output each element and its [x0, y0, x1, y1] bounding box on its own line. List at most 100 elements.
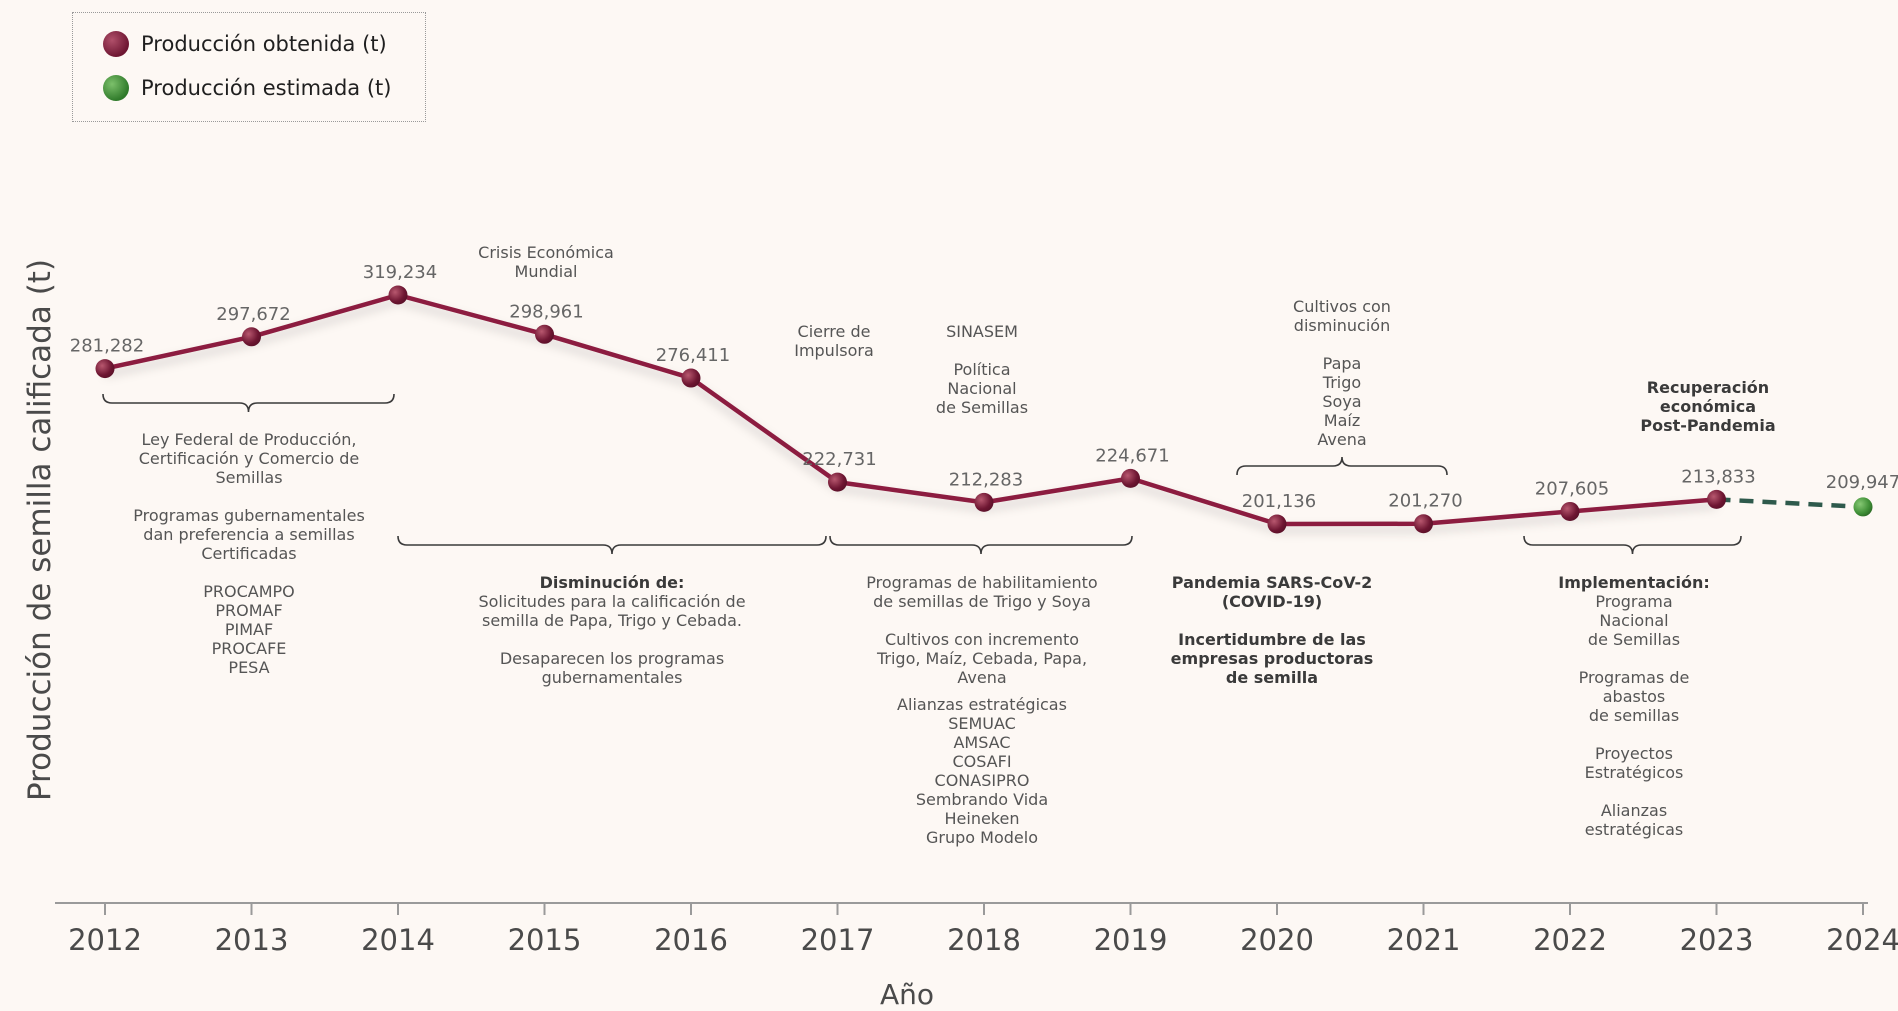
data-label-estimated: 209,947: [1826, 472, 1898, 493]
annotation-line: PIMAF: [224, 620, 274, 639]
data-label-obtained: 297,672: [216, 304, 290, 325]
annotation-line: [133, 563, 365, 582]
annotation-line: de semilla: [1225, 668, 1319, 687]
annotation-line: Programas de habilitamiento: [866, 573, 1098, 592]
x-tick-label: 2015: [508, 923, 582, 957]
annotation-line: de Semillas: [1587, 630, 1681, 649]
data-point-obtained: [1707, 489, 1726, 509]
annotation-line: Heineken: [944, 809, 1020, 828]
annotation-line: PESA: [228, 658, 270, 677]
data-label-obtained: 276,411: [656, 345, 730, 366]
x-tick-label: 2023: [1680, 923, 1754, 957]
x-tick-label: 2016: [654, 923, 728, 957]
data-point-obtained: [681, 368, 701, 388]
data-label-obtained: 222,731: [802, 449, 876, 470]
annotation-line: Desaparecen los programas: [499, 649, 725, 668]
brace: [397, 535, 827, 555]
brace: [829, 535, 1133, 555]
x-tick-label: 2014: [361, 923, 435, 957]
data-label-obtained: 212,283: [949, 469, 1023, 490]
data-point-obtained: [1414, 514, 1433, 534]
annotation-line: Impulsora: [794, 341, 874, 360]
annotation-line: Crisis Económica: [478, 243, 614, 262]
annotation-line: Cultivos con: [1293, 297, 1391, 316]
annotation-line: Avena: [1317, 430, 1367, 449]
data-point-obtained: [95, 359, 115, 379]
x-axis-title: Año: [879, 978, 935, 1011]
annotation-line: AMSAC: [953, 733, 1011, 752]
annotation-line: Soya: [1322, 392, 1362, 411]
annotation-line: Papa: [1322, 354, 1362, 373]
annotation-line: dan preferencia a semillas: [143, 525, 355, 544]
annotation-line: Ley Federal de Producción,: [141, 430, 357, 449]
brace: [1236, 456, 1448, 476]
annotation-line: disminución: [1293, 316, 1391, 335]
legend: Producción obtenida (t) Producción estim…: [72, 12, 426, 122]
data-point-obtained: [1560, 501, 1580, 521]
legend-item-estimated: Producción estimada (t): [103, 75, 391, 101]
annotation-line: [478, 630, 745, 649]
annotation-line: Certificación y Comercio de: [138, 449, 360, 468]
legend-item-obtained: Producción obtenida (t): [103, 31, 387, 57]
annotation-cierre: Cierre de Impulsora: [794, 322, 874, 360]
data-label-obtained: 319,234: [363, 262, 437, 283]
x-tick-label: 2022: [1533, 923, 1607, 957]
annotation-cultivos-dism: Cultivos con disminución Papa Trigo Soya Maíz…: [1293, 297, 1391, 449]
annotation-line: COSAFI: [952, 752, 1012, 771]
annotation-line: [1171, 611, 1374, 630]
data-point-obtained: [974, 492, 994, 512]
brace: [1523, 535, 1742, 555]
annotation-alianzas: Alianzas estratégicas SEMUAC AMSAC COSAFI CO…: [897, 695, 1067, 847]
annotation-line: Programas de: [1578, 668, 1690, 687]
annotation-line: Alianzas estratégicas: [897, 695, 1067, 714]
annotation-line: [1558, 725, 1710, 744]
annotation-line: Sembrando Vida: [915, 790, 1049, 809]
data-point-obtained: [388, 285, 408, 305]
annotation-line: Avena: [957, 668, 1007, 687]
annotation-line: semilla de Papa, Trigo y Cebada.: [481, 611, 742, 630]
series-line-estimated: [1716, 497, 1864, 510]
data-point-obtained: [535, 324, 554, 344]
data-label-obtained: 207,605: [1535, 478, 1609, 499]
data-point-obtained: [828, 472, 847, 492]
annotation-sinasem: SINASEM Política Nacional de Semillas: [936, 322, 1028, 417]
legend-label-obtained: Producción obtenida (t): [141, 32, 387, 56]
annotation-line: Grupo Modelo: [926, 828, 1038, 847]
annotation-line: Incertidumbre de las: [1178, 630, 1366, 649]
annotation-line: Alianzas: [1600, 801, 1668, 820]
annotation-line: estratégicas: [1584, 820, 1684, 839]
annotation-programas: Programas de habilitamiento de semillas d…: [866, 573, 1097, 687]
data-point-obtained: [1267, 514, 1287, 534]
legend-label-estimated: Producción estimada (t): [141, 76, 392, 100]
annotation-line: Trigo, Maíz, Cebada, Papa,: [876, 649, 1088, 668]
annotation-implementacion: Implementación: Programa Nacional de Semill…: [1558, 573, 1710, 839]
annotation-line: [1293, 335, 1391, 354]
annotation-line: de semillas: [1588, 706, 1680, 725]
x-tick-label: 2019: [1094, 923, 1168, 957]
annotation-line: Post-Pandemia: [1640, 416, 1776, 435]
legend-marker-estimated: [103, 75, 129, 101]
x-tick-label: 2018: [947, 923, 1021, 957]
brace: [102, 393, 395, 413]
data-label-obtained: 224,671: [1095, 445, 1169, 466]
annotation-line: Mundial: [514, 262, 578, 281]
annotation-line: Recuperación: [1646, 378, 1770, 397]
annotation-line: [1558, 649, 1710, 668]
annotation-recuperacion: Recuperación económica Post-Pandemia: [1640, 378, 1775, 435]
x-tick-label: 2017: [801, 923, 875, 957]
annotation-line: Nacional: [1599, 611, 1669, 630]
annotation-line: Estratégicos: [1584, 763, 1684, 782]
annotation-line: Trigo: [1322, 373, 1362, 392]
annotation-line: Semillas: [215, 468, 283, 487]
x-tick-label: 2024: [1826, 923, 1898, 957]
annotation-pandemia: Pandemia SARS-CoV-2 (COVID-19) Incertidumb…: [1171, 573, 1374, 687]
x-tick-label: 2021: [1387, 923, 1461, 957]
annotation-line: Cierre de: [797, 322, 871, 341]
annotation-line: PROMAF: [215, 601, 283, 620]
x-tick-label: 2020: [1240, 923, 1314, 957]
annotation-line: (COVID-19): [1221, 592, 1323, 611]
annotation-line: [1558, 782, 1710, 801]
data-point-obtained: [242, 327, 261, 347]
annotation-line: SEMUAC: [948, 714, 1016, 733]
